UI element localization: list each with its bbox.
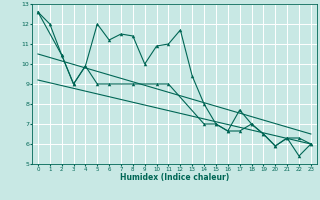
X-axis label: Humidex (Indice chaleur): Humidex (Indice chaleur) [120,173,229,182]
